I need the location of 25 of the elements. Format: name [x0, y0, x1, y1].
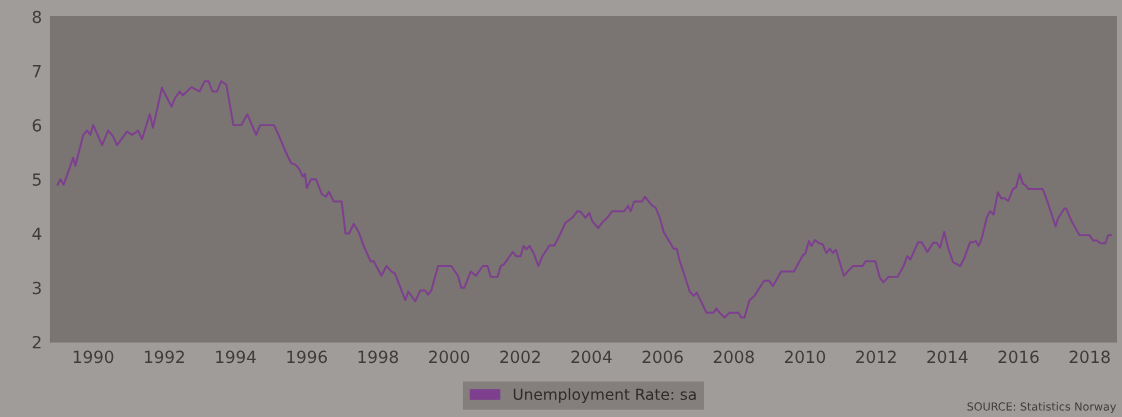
y-tick-label: 5	[32, 173, 41, 186]
line-series	[56, 80, 1113, 319]
x-tick-label: 1996	[287, 350, 327, 364]
x-tick-label: 2010	[785, 350, 826, 364]
x-tick-label: 2016	[998, 350, 1039, 364]
legend-label: Unemployment Rate: sa	[513, 388, 696, 403]
x-tick-label: 2006	[642, 350, 683, 364]
y-tick-label: 8	[32, 10, 42, 24]
source-note: SOURCE: Statistics Norway	[967, 402, 1117, 413]
y-tick-label: 4	[32, 227, 42, 240]
x-tick-label: 1998	[358, 350, 398, 364]
y-tick-label: 3	[32, 281, 41, 295]
y-tick-label: 7	[32, 65, 41, 78]
y-tick-label: 6	[32, 119, 42, 132]
x-tick-label: 1990	[73, 350, 114, 364]
x-tick-label: 2014	[927, 350, 968, 364]
x-tick-label: 2002	[500, 350, 540, 364]
x-tick-label: 1992	[145, 350, 184, 364]
x-tick-label: 2012	[856, 350, 896, 364]
x-tick-label: 1994	[216, 350, 256, 364]
x-tick-label: 2008	[713, 350, 754, 364]
x-tick-label: 2004	[571, 350, 612, 364]
x-tick-label: 2000	[429, 350, 470, 364]
y-tick-label: 2	[32, 335, 41, 349]
x-tick-label: 2018	[1069, 350, 1110, 364]
